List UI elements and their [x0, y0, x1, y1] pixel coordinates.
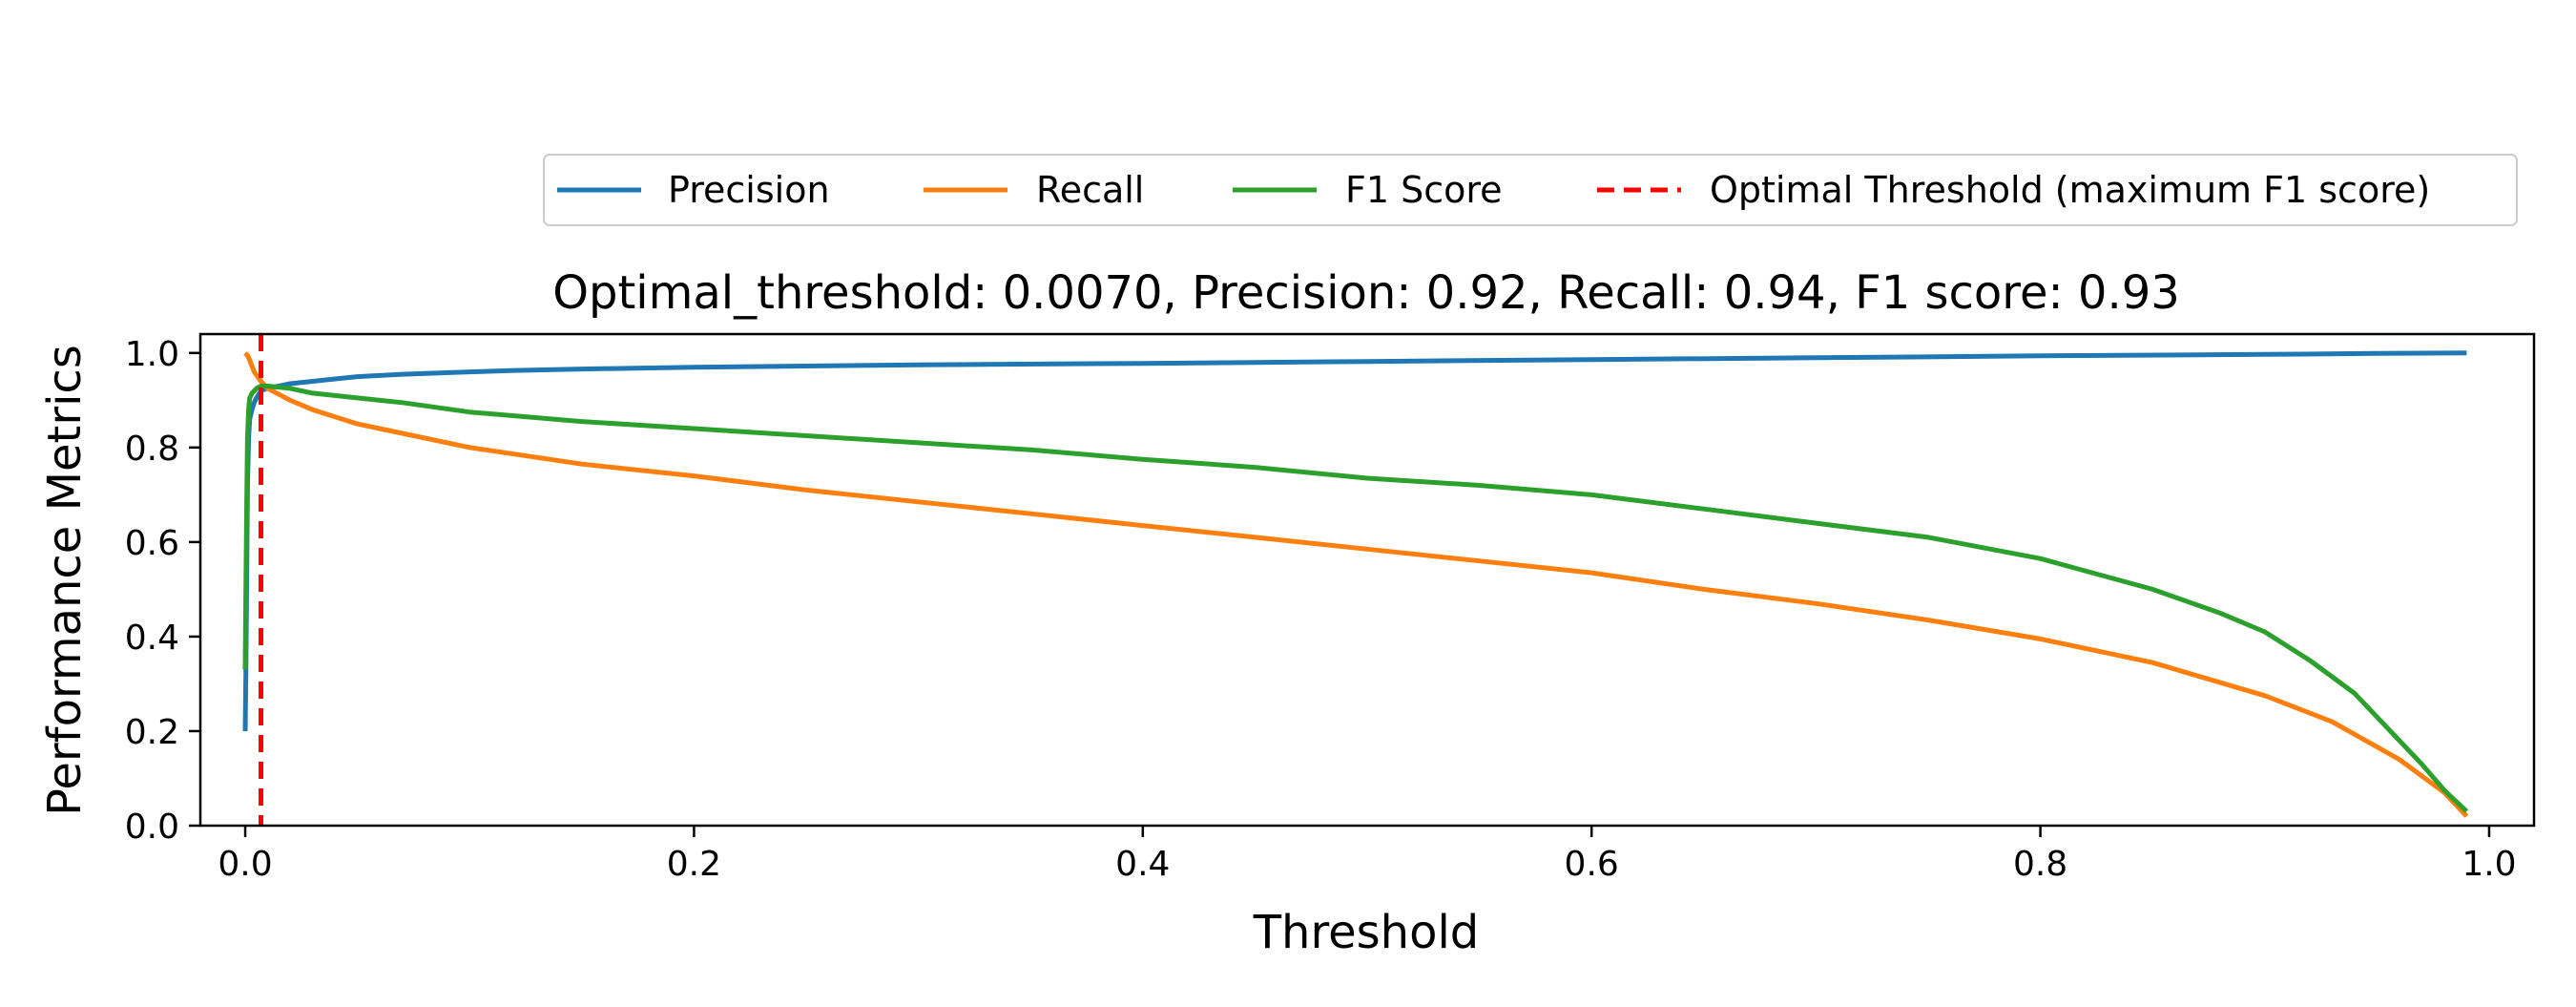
chart-title: Optimal_threshold: 0.0070, Precision: 0.… — [552, 266, 2180, 320]
y-tick-label: 1.0 — [125, 335, 179, 374]
y-tick-label: 0.0 — [125, 808, 179, 847]
x-tick-label: 0.0 — [218, 845, 272, 884]
legend-frame — [543, 154, 2518, 226]
plot-area — [198, 332, 2536, 828]
series-line-f1-score — [242, 384, 2469, 813]
series-layer — [242, 350, 2469, 818]
y-tick-label: 0.8 — [125, 430, 179, 469]
x-tick-label: 1.0 — [2462, 845, 2516, 884]
x-axis-title: Threshold — [1253, 906, 1480, 959]
x-axis: 0.0 0.2 0.4 0.6 0.8 1.0 — [218, 826, 2517, 884]
plot-frame — [198, 332, 2536, 828]
x-tick-label: 0.6 — [1565, 845, 1619, 884]
legend-label-optimal-threshold: Optimal Threshold (maximum F1 score) — [1710, 169, 2430, 211]
y-axis-title: Performance Metrics — [38, 345, 92, 816]
x-tick-label: 0.8 — [2013, 845, 2067, 884]
y-tick-label: 0.2 — [125, 713, 179, 752]
legend: Precision Recall F1 Score Optimal Thresh… — [543, 154, 2518, 226]
legend-label-f1: F1 Score — [1345, 169, 1503, 211]
y-axis: 0.0 0.2 0.4 0.6 0.8 1.0 — [125, 335, 200, 847]
legend-label-recall: Recall — [1036, 169, 1144, 211]
y-tick-label: 0.6 — [125, 524, 179, 563]
legend-label-precision: Precision — [668, 169, 830, 211]
x-tick-label: 0.4 — [1115, 845, 1170, 884]
x-tick-label: 0.2 — [667, 845, 721, 884]
y-tick-label: 0.4 — [125, 619, 179, 658]
